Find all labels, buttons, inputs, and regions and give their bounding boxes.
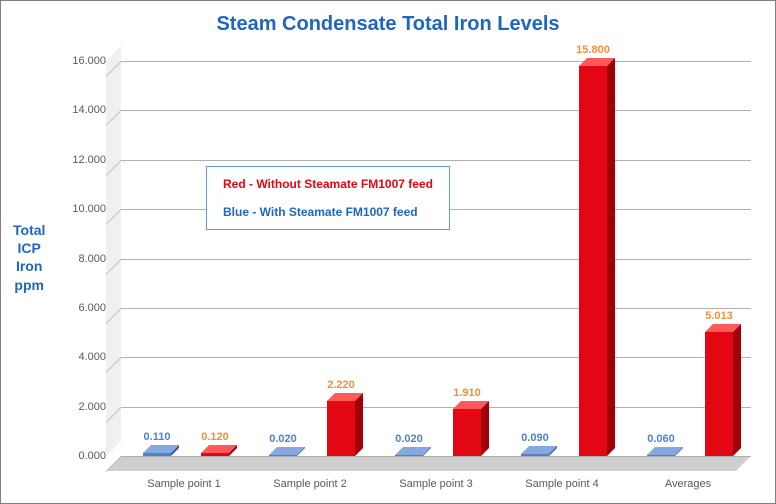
bar-value-label: 2.220 — [321, 379, 361, 391]
side-wall — [106, 46, 121, 456]
legend-item-blue: Blue - With Steamate FM1007 feed — [223, 205, 433, 219]
x-tick-label: Sample point 4 — [525, 478, 598, 490]
grid-line — [121, 259, 751, 260]
y-tick-label: 8.000 — [56, 253, 106, 265]
legend-box: Red - Without Steamate FM1007 feed Blue … — [206, 166, 450, 230]
floor — [106, 456, 751, 471]
x-tick-label: Sample point 1 — [147, 478, 220, 490]
y-tick-label: 14.000 — [56, 104, 106, 116]
x-tick-label: Averages — [665, 478, 711, 490]
y-tick-label: 6.000 — [56, 302, 106, 314]
y-axis-label: Total ICP Iron ppm — [13, 221, 45, 294]
grid-line — [121, 407, 751, 408]
bar-red — [705, 332, 733, 456]
chart-container: Steam Condensate Total Iron Levels Total… — [0, 0, 776, 504]
bar-value-label: 0.020 — [389, 433, 429, 445]
x-tick-label: Sample point 2 — [273, 478, 346, 490]
x-tick-label: Sample point 3 — [399, 478, 472, 490]
y-tick-label: 12.000 — [56, 154, 106, 166]
bar-value-label: 0.060 — [641, 433, 681, 445]
bar-value-label: 15.800 — [573, 44, 613, 56]
bar-value-label: 5.013 — [699, 310, 739, 322]
bar-blue — [143, 453, 171, 456]
grid-line — [121, 160, 751, 161]
grid-line — [121, 110, 751, 111]
grid-line — [121, 308, 751, 309]
bar-red — [579, 66, 607, 456]
bar-value-label: 0.120 — [195, 431, 235, 443]
bar-red — [327, 401, 355, 456]
bar-blue — [521, 454, 549, 456]
bar-value-label: 0.110 — [137, 431, 177, 443]
y-tick-label: 10.000 — [56, 203, 106, 215]
bar-blue — [647, 455, 675, 456]
legend-item-red: Red - Without Steamate FM1007 feed — [223, 177, 433, 191]
bar-value-label: 0.020 — [263, 433, 303, 445]
chart-title: Steam Condensate Total Iron Levels — [1, 13, 775, 36]
y-tick-label: 16.000 — [56, 55, 106, 67]
y-tick-label: 0.000 — [56, 450, 106, 462]
plot-area: 0.0002.0004.0006.0008.00010.00012.00014.… — [121, 61, 751, 456]
bar-blue — [395, 455, 423, 456]
bar-red — [453, 409, 481, 456]
y-tick-label: 4.000 — [56, 351, 106, 363]
bar-blue — [269, 455, 297, 456]
y-tick-label: 2.000 — [56, 401, 106, 413]
bar-red — [201, 453, 229, 456]
bar-value-label: 0.090 — [515, 432, 555, 444]
bar-value-label: 1.910 — [447, 387, 487, 399]
grid-line — [121, 357, 751, 358]
grid-line — [121, 61, 751, 62]
grid-line — [121, 456, 751, 457]
